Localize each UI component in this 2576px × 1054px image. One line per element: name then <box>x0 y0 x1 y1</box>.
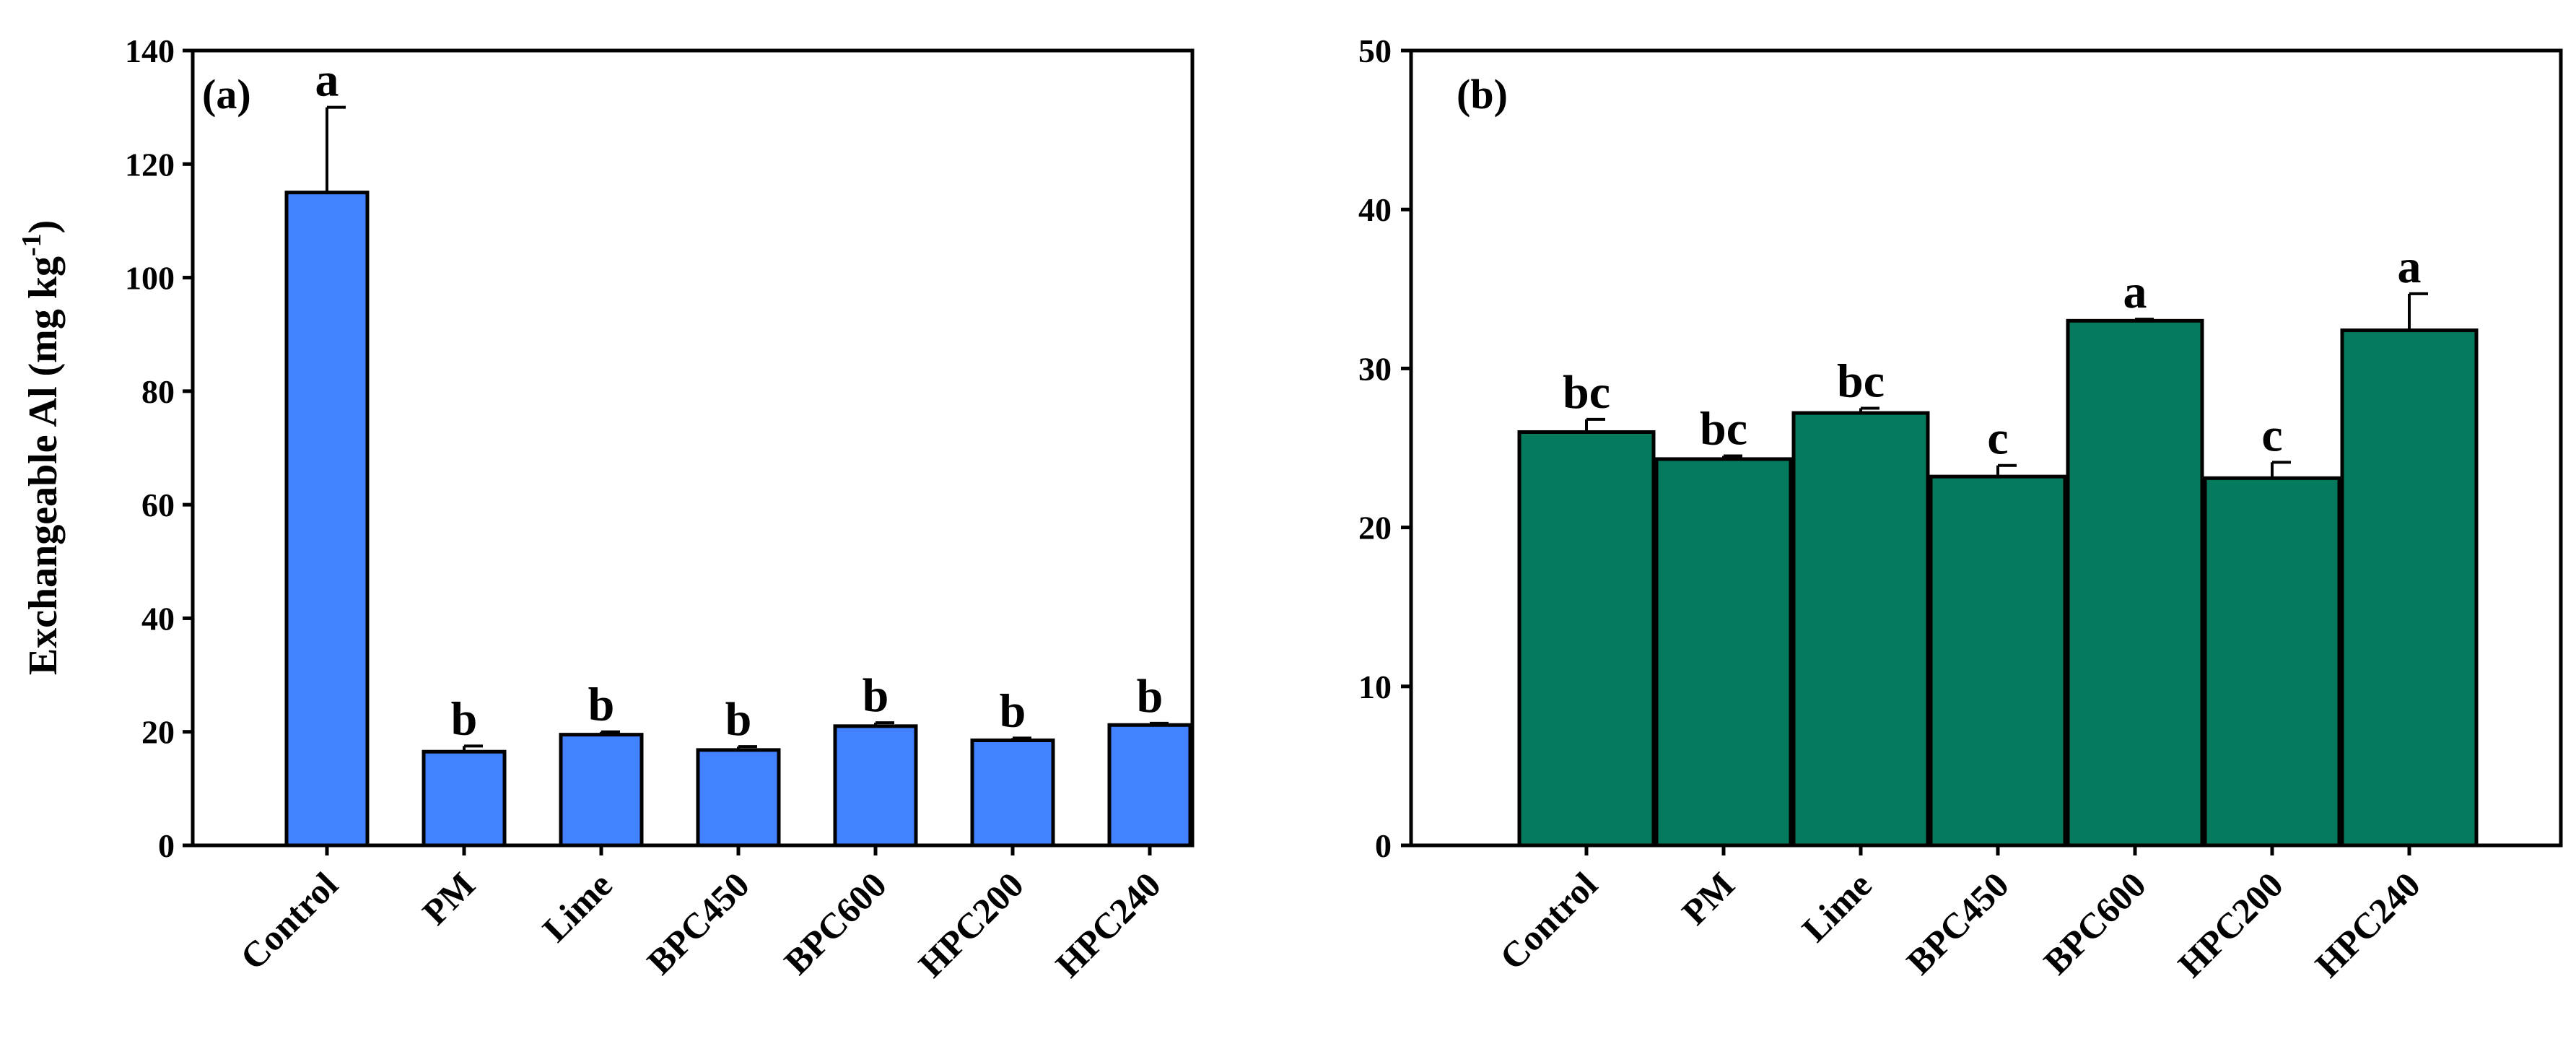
panel-a-bars <box>284 191 1192 848</box>
significance-letter: b <box>588 679 615 731</box>
bar-bpc450 <box>1929 474 2067 848</box>
y-axis-label-close: ) <box>21 220 66 234</box>
category-label: BPC450 <box>1898 864 2016 982</box>
panel-b-category-labels: Control PM Lime BPC450 BPC600 HPC200 HPC240 <box>1492 864 2428 985</box>
bar-hpc200 <box>2203 476 2341 848</box>
y-tick-label: 60 <box>141 487 175 523</box>
panel-a-significance-letters: a b b b b b b <box>315 54 1163 746</box>
panel-a-category-labels: Control PM Lime BPC450 BPC600 HPC200 HPC240 <box>232 864 1169 985</box>
bar-lime <box>559 733 644 848</box>
category-label: BPC600 <box>2035 864 2153 982</box>
category-label: BPC450 <box>639 864 756 982</box>
y-tick-label: 100 <box>125 260 175 297</box>
category-label: PM <box>414 864 483 933</box>
y-tick-label: 30 <box>1358 350 1392 387</box>
y-axis-label-main: Exchangeable Al (mg kg <box>21 256 66 675</box>
bar-control <box>1517 430 1656 848</box>
bar-hpc240 <box>1107 723 1192 848</box>
significance-letter: b <box>451 692 478 745</box>
category-label: Lime <box>1794 864 1879 949</box>
y-tick-label: 40 <box>141 600 175 637</box>
panel-a-frame <box>191 48 1195 848</box>
category-label: HPC200 <box>911 864 1031 985</box>
significance-letter: c <box>1987 412 2008 465</box>
y-tick-label: 40 <box>1358 191 1392 228</box>
bar-hpc200 <box>970 739 1055 848</box>
significance-letter: bc <box>1700 403 1747 456</box>
panel-a: (a) Exchangeable Al (mg kg-1) 0 20 40 60 80 1… <box>17 32 1195 985</box>
significance-letter: b <box>1000 684 1026 737</box>
bar-bpc450 <box>696 748 781 848</box>
y-axis-label-superscript: -1 <box>17 233 47 256</box>
panel-b-label: (b) <box>1457 71 1508 118</box>
y-tick-label: 20 <box>1358 510 1392 546</box>
y-tick-label: 50 <box>1358 32 1392 69</box>
panel-b-bars <box>1517 318 2479 848</box>
y-tick-label: 10 <box>1358 668 1392 705</box>
panel-b-significance-letters: bc bc bc c a c a <box>1563 240 2422 465</box>
category-label: BPC600 <box>776 864 894 982</box>
category-label: HPC240 <box>1048 864 1169 985</box>
bar-lime <box>1791 411 1930 848</box>
panel-a-error-bars <box>326 105 1169 752</box>
y-tick-label: 0 <box>1375 827 1392 864</box>
panel-a-y-ticks: 0 20 40 60 80 100 120 140 <box>125 32 193 864</box>
significance-letter: c <box>2261 409 2282 461</box>
bar-control <box>284 191 370 848</box>
significance-letter: a <box>2123 266 2147 318</box>
panel-b-y-ticks: 0 10 20 30 40 50 <box>1358 32 1411 864</box>
significance-letter: bc <box>1837 354 1885 407</box>
panel-a-label: (a) <box>202 71 251 118</box>
bar-bpc600 <box>833 724 918 848</box>
y-tick-label: 120 <box>125 146 175 183</box>
bar-hpc240 <box>2340 328 2479 848</box>
y-tick-label: 0 <box>158 827 175 864</box>
category-label: HPC200 <box>2170 864 2291 985</box>
category-label: Control <box>232 864 346 977</box>
significance-letter: a <box>315 54 339 107</box>
category-label: PM <box>1674 864 1742 933</box>
significance-letter: b <box>863 669 889 722</box>
significance-letter: a <box>2398 240 2422 293</box>
category-label: Control <box>1492 864 1605 977</box>
bar-pm <box>422 749 507 848</box>
y-tick-label: 140 <box>125 32 175 69</box>
significance-letter: bc <box>1563 366 1610 419</box>
panel-b: (b) 0 10 20 30 40 50 bc bc bc c a c a Control PM Lime… <box>1358 32 2563 985</box>
category-label: Lime <box>535 864 620 949</box>
y-tick-label: 20 <box>141 714 175 751</box>
bar-pm <box>1654 457 1793 848</box>
bar-bpc600 <box>2066 318 2204 848</box>
significance-letter: b <box>1137 670 1163 723</box>
significance-letter: b <box>725 693 752 746</box>
panel-a-y-axis-label: Exchangeable Al (mg kg-1) <box>17 220 66 676</box>
y-tick-label: 80 <box>141 373 175 410</box>
category-label: HPC240 <box>2308 864 2428 985</box>
